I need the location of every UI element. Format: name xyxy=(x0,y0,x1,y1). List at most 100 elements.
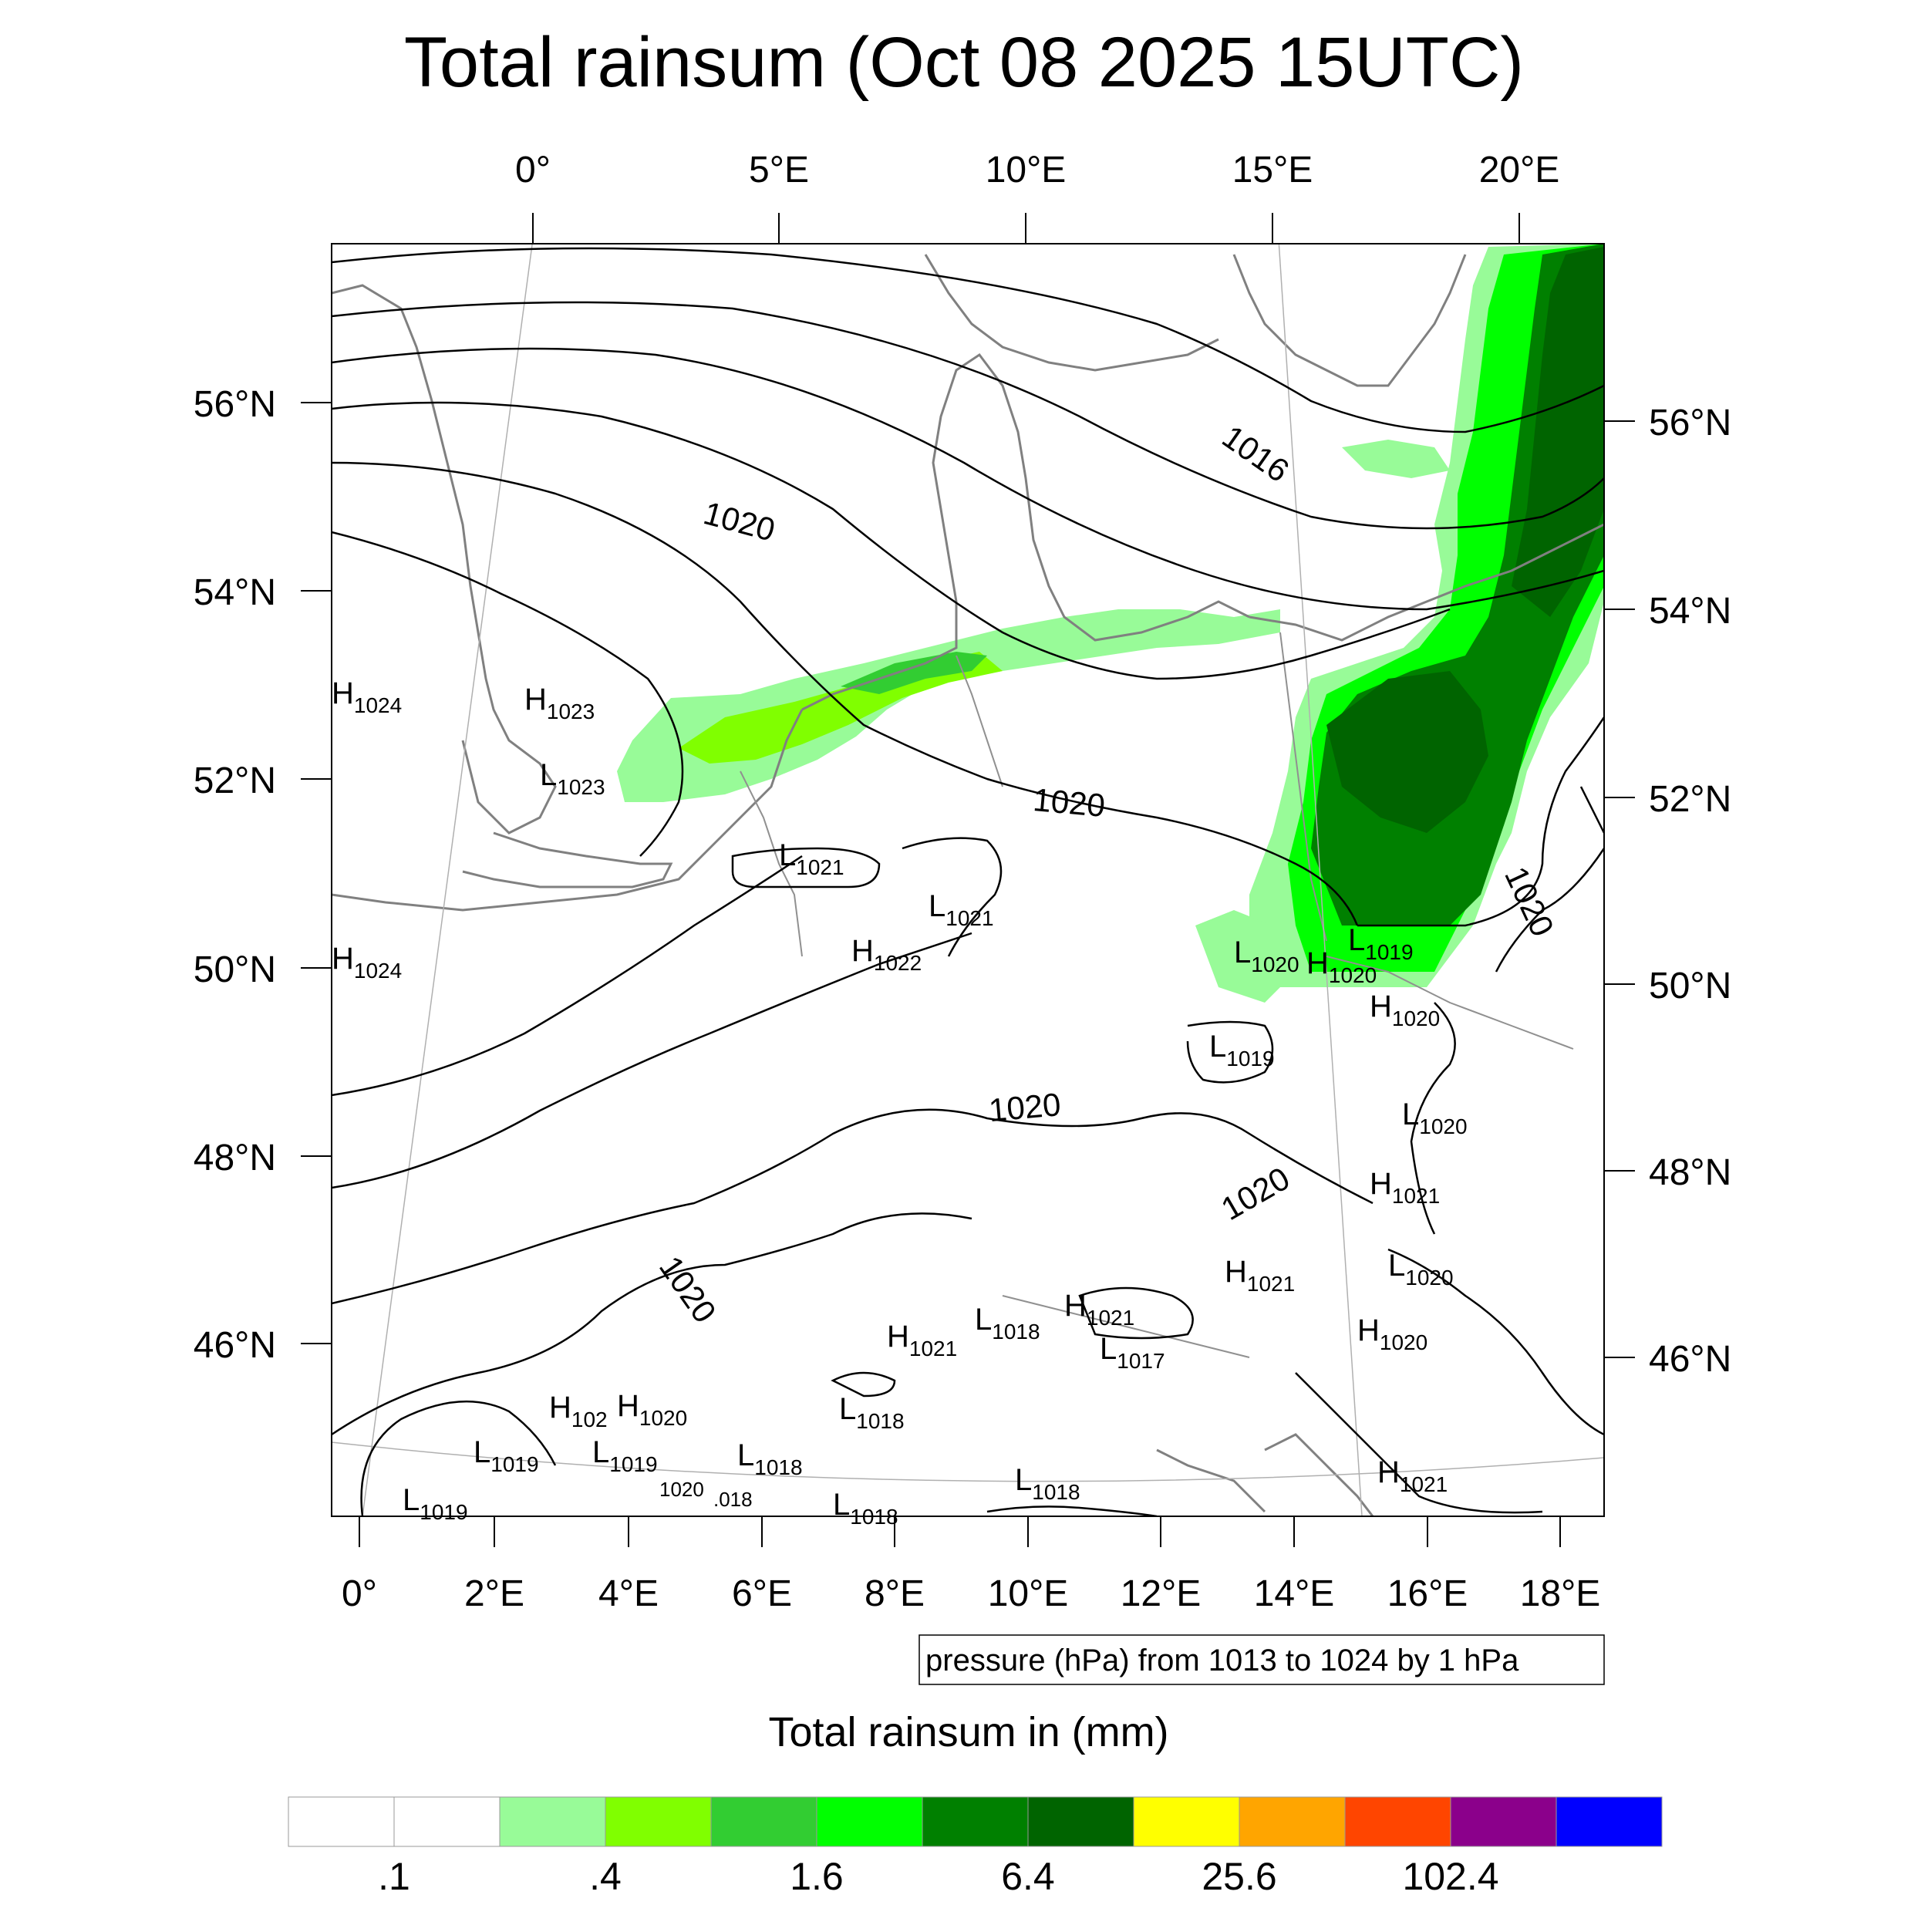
pressure-center-letter: H xyxy=(332,676,354,710)
pressure-center-letter: L xyxy=(779,838,796,872)
pressure-center-letter: L xyxy=(1209,1030,1226,1064)
isobar-east-4 xyxy=(1295,1372,1543,1514)
isobar-label: 1020 xyxy=(1032,781,1107,824)
isobar-east-3 xyxy=(1387,1248,1604,1436)
pressure-center-value: 1021 xyxy=(1247,1272,1295,1296)
graticule xyxy=(332,244,1604,1516)
border-alps xyxy=(1002,1295,1250,1358)
isobar-east-2 xyxy=(1410,1002,1456,1235)
bottom-lon-label: 14°E xyxy=(1254,1573,1335,1614)
pressure-center-value: 1024 xyxy=(354,693,402,717)
pressure-center-label: H1021 xyxy=(887,1320,957,1360)
pressure-center-label: H1021 xyxy=(1225,1255,1295,1296)
colorbar-labels: .1 .4 1.6 6.4 25.6 102.4 xyxy=(378,1855,1498,1898)
colorbar-swatch xyxy=(499,1796,606,1847)
pressure-center-value: 1021 xyxy=(945,906,993,930)
colorbar-swatch xyxy=(1027,1796,1134,1847)
isobars xyxy=(332,247,1604,1516)
pressure-center-label: L1019 xyxy=(1209,1030,1275,1071)
pressure-center-label: L1019 xyxy=(403,1483,468,1524)
pressure-center-label: L1018 xyxy=(975,1303,1040,1344)
pressure-center-letter: H xyxy=(1370,990,1392,1023)
top-lon-label: 10°E xyxy=(986,150,1067,191)
pressure-center-value: 1019 xyxy=(1365,940,1413,964)
pressure-center-value: 1020 xyxy=(1419,1114,1467,1138)
pressure-center-label: H1023 xyxy=(524,683,595,723)
bottom-lon-label: 6°E xyxy=(732,1573,792,1614)
pressure-center-letter: L xyxy=(474,1435,490,1469)
top-axis: 0° 5°E 10°E 15°E 20°E xyxy=(515,150,1559,244)
colorbar-tick-label: 1.6 xyxy=(790,1855,844,1898)
meridian-0 xyxy=(362,244,533,1516)
top-lon-label: 0° xyxy=(515,150,551,191)
isobar-edge xyxy=(1579,786,1604,834)
pressure-center-letter: L xyxy=(975,1303,992,1337)
contour-info-text: pressure (hPa) from 1013 to 1024 by 1 hP… xyxy=(925,1644,1519,1677)
bottom-lon-label: 4°E xyxy=(598,1573,659,1614)
coast-france-channel xyxy=(332,709,804,912)
pressure-center-letter: L xyxy=(833,1488,850,1522)
pressure-center-value: 1020 xyxy=(639,1406,687,1430)
pressure-center-letter: L xyxy=(929,889,945,923)
pressure-center-label: H1021 xyxy=(1370,1167,1440,1208)
coast-sweden-south xyxy=(1232,254,1467,387)
pressure-center-letter: H xyxy=(1377,1455,1400,1489)
pressure-center-label: L1018 xyxy=(839,1392,905,1433)
isobar-4 xyxy=(332,401,1451,680)
pressure-center-letter: H xyxy=(1357,1313,1380,1347)
isobar-11 xyxy=(332,1212,972,1436)
parallel-45n xyxy=(332,1441,1604,1482)
fragment-label: .018 xyxy=(713,1488,753,1511)
isobar-3 xyxy=(332,347,1604,611)
pressure-center-label: L1020 xyxy=(1234,936,1299,976)
colorbar-swatch xyxy=(1239,1796,1346,1847)
isobar-9 xyxy=(332,932,972,1189)
pressure-center-label: L1023 xyxy=(540,758,605,799)
colorbar-swatch xyxy=(922,1796,1029,1847)
bottom-lon-label: 12°E xyxy=(1121,1573,1202,1614)
pressure-center-label: H1020 xyxy=(1370,990,1440,1030)
border-nl-de xyxy=(956,655,1003,787)
pressure-center-letter: H xyxy=(1225,1255,1247,1289)
map-frame xyxy=(331,243,1605,1517)
isobar-6 xyxy=(332,531,684,857)
isobar-8 xyxy=(332,855,803,1097)
top-lon-label: 15°E xyxy=(1232,150,1313,191)
colorbar-tick-label: 102.4 xyxy=(1402,1855,1498,1898)
colorbar-swatch xyxy=(393,1796,501,1847)
colorbar-swatch xyxy=(1344,1796,1451,1847)
rain-east-core-north xyxy=(1512,247,1604,617)
isobar-low-1019 xyxy=(1186,1020,1274,1084)
isobar-10 xyxy=(332,1108,1374,1305)
legend-title: Total rainsum in (mm) xyxy=(768,1709,1168,1755)
pressure-center-label: H102 xyxy=(549,1391,608,1431)
bottom-lon-label: 2°E xyxy=(464,1573,524,1614)
pressure-center-value: 1018 xyxy=(754,1455,802,1479)
pressure-center-letter: H xyxy=(1370,1167,1392,1201)
colorbar-tick-label: .1 xyxy=(378,1855,410,1898)
pressure-center-label: L1020 xyxy=(1388,1249,1454,1290)
pressure-center-value: 1019 xyxy=(1226,1047,1274,1071)
map-plot: 1020 1016 1020 1020 1020 1020 1020 H1024… xyxy=(331,243,1605,1529)
fragment-label: 1020 xyxy=(659,1478,704,1501)
colorbar-tick-label: 6.4 xyxy=(1001,1855,1055,1898)
isobar-2 xyxy=(332,301,1604,530)
colorbar-tick-label: 25.6 xyxy=(1202,1855,1276,1898)
pressure-center-label: H1021 xyxy=(1377,1455,1448,1496)
colorbar-swatch xyxy=(1556,1796,1663,1847)
coast-baltic-south xyxy=(1249,523,1604,642)
map-title: Total rainsum (Oct 08 2025 15UTC) xyxy=(404,23,1524,102)
pressure-center-letter: H xyxy=(1306,946,1329,980)
isobar-low-1021b xyxy=(902,837,1003,957)
pressure-center-letter: H xyxy=(1064,1289,1087,1323)
pressure-center-letter: H xyxy=(617,1389,639,1423)
colorbar-swatch xyxy=(288,1796,395,1847)
pressure-center-value: 1018 xyxy=(1032,1480,1080,1504)
isobar-south xyxy=(986,1505,1158,1516)
colorbar xyxy=(288,1796,1663,1847)
pressure-center-value: 1020 xyxy=(1329,963,1377,987)
pressure-center-value: 1020 xyxy=(1251,953,1299,976)
pressure-center-value: 1018 xyxy=(992,1320,1040,1344)
